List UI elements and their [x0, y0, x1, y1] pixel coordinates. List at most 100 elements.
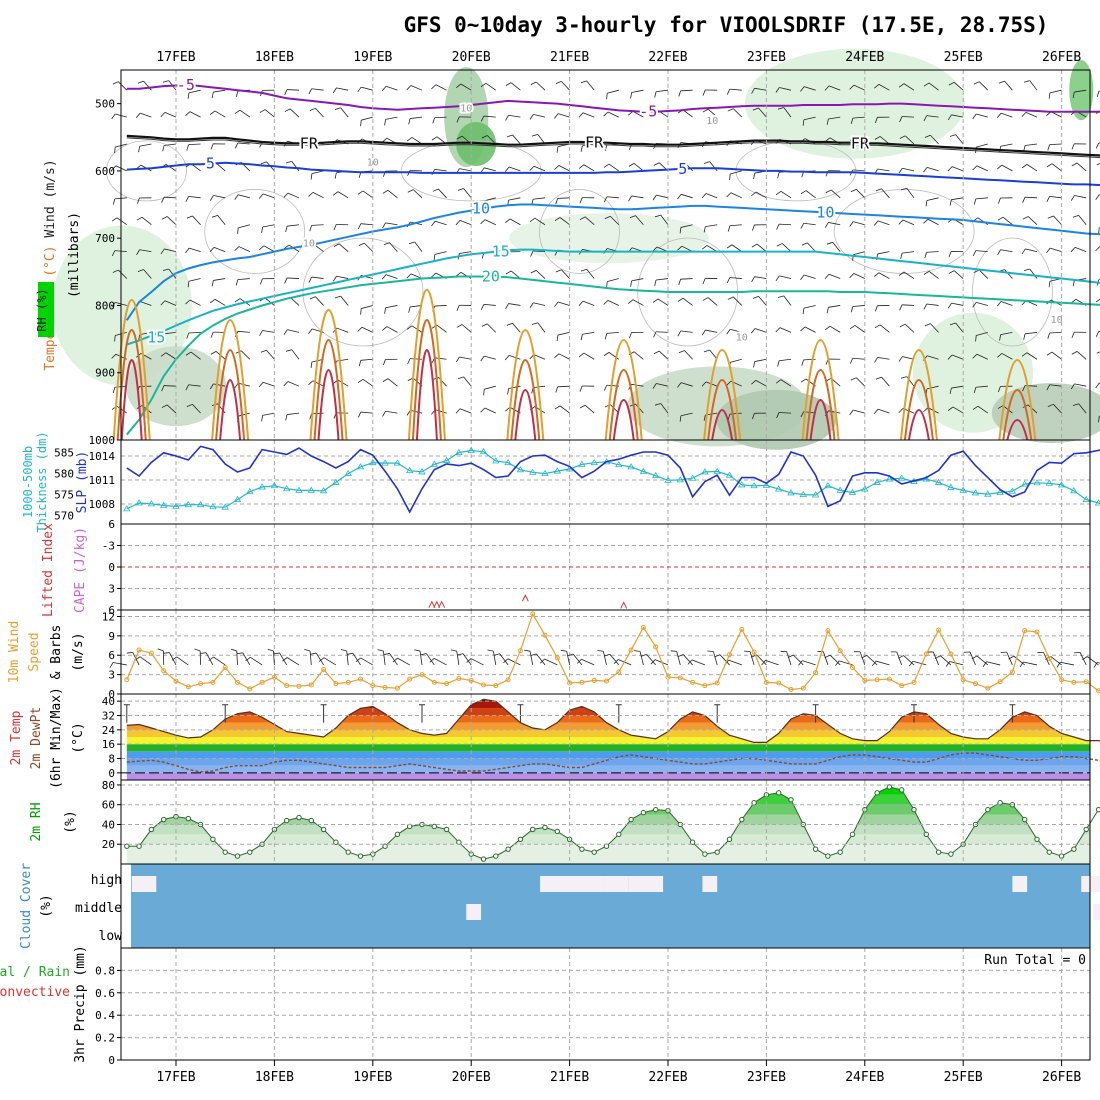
wind-barb — [262, 193, 275, 199]
wind-barb — [186, 215, 193, 219]
wind-barb — [455, 83, 462, 89]
wind-barb — [900, 187, 907, 191]
wind-barb — [1095, 298, 1100, 303]
temp-units: (°C) — [71, 722, 86, 753]
wind10m-marker — [985, 685, 991, 691]
wind-barb — [284, 89, 288, 96]
wind-barb — [902, 219, 915, 226]
wind-barb — [701, 245, 708, 250]
wind10m-barb — [714, 654, 721, 658]
wind-barb — [832, 242, 841, 252]
wind-barb — [850, 377, 857, 381]
wind-barb — [926, 197, 939, 201]
rh-marker — [886, 784, 893, 790]
wind-barb — [632, 299, 644, 306]
warm-contour — [219, 379, 242, 441]
wind-barb — [923, 355, 928, 361]
cloud-cover-panel: high middle low Cloud Cover (%) — [19, 863, 1100, 949]
wind-barb — [261, 415, 264, 422]
wind-barb — [801, 359, 804, 366]
slp-tick-label: 1008 — [89, 498, 116, 511]
wind-barb — [480, 407, 486, 413]
wind-barb — [583, 352, 595, 360]
thickness-marker — [1057, 481, 1066, 488]
wind-barb — [358, 242, 365, 246]
wind10m-barb — [360, 657, 373, 666]
wind-barb — [162, 268, 169, 272]
wind-barb — [537, 322, 546, 333]
wind-barb — [389, 242, 398, 252]
wind-barb — [235, 91, 239, 98]
wind-barb — [408, 118, 411, 125]
wind-barb — [286, 277, 300, 279]
wind-barb — [903, 271, 915, 279]
wind-barb — [924, 252, 927, 259]
wind-barb — [505, 251, 509, 258]
wind-barb — [1071, 162, 1078, 167]
wind-barb — [750, 328, 756, 334]
wind-barb — [217, 215, 226, 225]
wind-barb — [1072, 280, 1075, 287]
wind10m-barb — [576, 658, 582, 664]
wind-barb — [409, 358, 423, 360]
wind-barb — [603, 111, 609, 117]
top-date-label: 24FEB — [845, 50, 884, 65]
contour-label: 10 — [1051, 315, 1063, 326]
wind-barb — [185, 384, 190, 391]
wind-barb — [951, 354, 964, 360]
rh-band — [126, 804, 1090, 815]
wind-barb — [1046, 384, 1051, 391]
wind-barb — [654, 214, 661, 218]
wind-barb — [166, 404, 177, 414]
wind-barb — [903, 83, 915, 91]
wind10m-marker — [333, 681, 339, 687]
wind-barb — [604, 333, 608, 340]
wind-barb — [877, 168, 890, 172]
wind10m-marker — [690, 679, 696, 685]
wind-barb — [1000, 331, 1013, 336]
wind-barb — [382, 326, 388, 331]
wind-barb — [308, 88, 313, 95]
warm-contour — [703, 349, 742, 441]
wind10m-barb — [761, 660, 766, 666]
rh-marker — [148, 826, 155, 833]
wind-barb — [533, 302, 546, 306]
wind-barb — [1095, 246, 1100, 252]
wind-barb — [336, 327, 349, 333]
wind-barb — [237, 330, 250, 333]
wind-barb — [751, 191, 757, 197]
rh-marker — [591, 849, 597, 855]
wind10m-barb — [793, 654, 804, 666]
rh-contour — [972, 237, 1053, 347]
wind10m-barb — [934, 655, 941, 659]
wind-barb — [261, 226, 264, 233]
temp-band — [126, 744, 1090, 752]
wind-barb — [187, 92, 190, 99]
wind-barb — [284, 277, 288, 284]
wind-barb — [1046, 247, 1051, 254]
wind-barb — [805, 190, 816, 199]
wind-barb — [758, 107, 767, 118]
wind-barb — [610, 404, 620, 414]
wind-barb — [1048, 281, 1051, 288]
wind-barb — [703, 226, 706, 233]
rh-marker — [222, 849, 228, 855]
rh-marker — [394, 831, 401, 838]
wind-barb — [1053, 404, 1062, 414]
wind10m-barb — [639, 651, 644, 666]
wind-barb — [902, 251, 915, 254]
wind-barb — [751, 276, 755, 283]
rh-marker — [997, 800, 1003, 806]
wind10m-marker — [394, 685, 400, 691]
wind-barb — [238, 412, 250, 417]
wind10m-barb — [389, 653, 398, 666]
wind-barb — [213, 246, 226, 253]
wind10m-marker — [185, 684, 191, 690]
wind-barb — [900, 253, 903, 260]
slp-thickness-panel: 1008 1011 1014 570 575 580 585 1000-500mb Thickn… — [21, 431, 1100, 533]
wind10m-marker — [1096, 688, 1100, 694]
wind-barb — [505, 406, 511, 412]
wind-barb — [266, 349, 275, 360]
wind-barb — [850, 118, 854, 125]
wind-barb — [406, 273, 412, 279]
